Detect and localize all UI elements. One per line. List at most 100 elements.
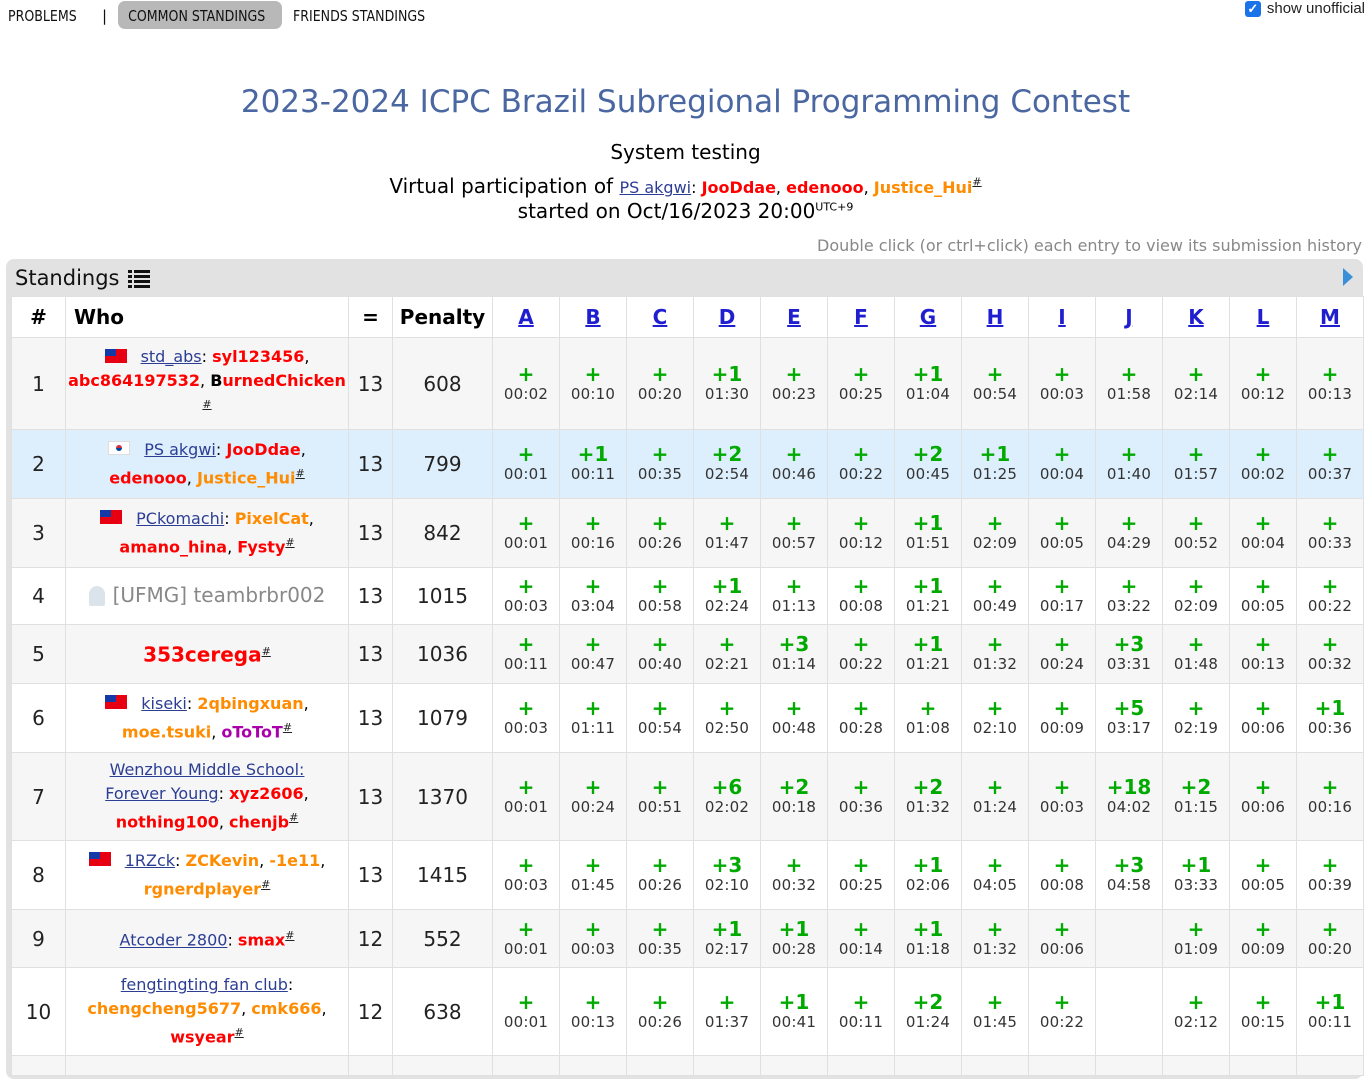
result-cell-m[interactable]: +00:22	[1296, 567, 1364, 625]
problem-link[interactable]: F	[854, 305, 868, 329]
result-cell-a[interactable]: +00:03	[492, 840, 560, 910]
result-cell-b[interactable]: +03:04	[559, 567, 627, 625]
problem-link[interactable]: C	[652, 305, 668, 329]
checkbox-icon[interactable]: ✓	[1244, 0, 1261, 17]
team-name[interactable]: [UFMG] teambrbr002	[112, 583, 326, 607]
table-row[interactable]: 7 Wenzhou Middle School: Forever Young: …	[11, 752, 1364, 841]
problem-link[interactable]: L	[1256, 305, 1270, 329]
result-cell-i[interactable]: +00:09	[1028, 683, 1096, 753]
result-cell-b[interactable]: +1 00:11	[559, 429, 627, 499]
result-cell-a[interactable]: +00:01	[492, 429, 560, 499]
result-cell-l[interactable]: +00:15	[1229, 967, 1297, 1056]
result-cell-g[interactable]: +2 01:24	[894, 967, 962, 1056]
result-cell-c[interactable]: +00:26	[626, 840, 694, 910]
result-cell-j[interactable]: +03:22	[1095, 567, 1163, 625]
result-cell-l[interactable]: +00:12	[1229, 337, 1297, 430]
result-cell-b[interactable]: +00:16	[559, 498, 627, 568]
result-cell-b[interactable]: +00:03	[559, 909, 627, 968]
result-cell-j[interactable]: +3 04:58	[1095, 840, 1163, 910]
result-cell-l[interactable]: +00:06	[1229, 752, 1297, 841]
result-cell-k[interactable]: +1 03:33	[1162, 840, 1230, 910]
result-cell-m[interactable]: +00:33	[1296, 498, 1364, 568]
result-cell-i[interactable]: +00:22	[1028, 967, 1096, 1056]
problem-link[interactable]: G	[919, 305, 937, 329]
result-cell-g[interactable]: +2 01:32	[894, 752, 962, 841]
result-cell-e[interactable]: +00:23	[760, 337, 828, 430]
nav-problems[interactable]: PROBLEMS	[8, 7, 77, 25]
result-cell-a[interactable]: +00:01	[492, 752, 560, 841]
result-cell-h[interactable]: +02:09	[961, 498, 1029, 568]
result-cell-k[interactable]: +02:09	[1162, 567, 1230, 625]
result-cell-i[interactable]: +00:08	[1028, 840, 1096, 910]
result-cell-e[interactable]: +00:46	[760, 429, 828, 499]
team-link[interactable]: Wenzhou Middle School:	[109, 760, 305, 780]
result-cell-m[interactable]: +00:37	[1296, 429, 1364, 499]
result-cell-b[interactable]: +00:47	[559, 624, 627, 684]
result-cell-g[interactable]: +1 01:21	[894, 567, 962, 625]
team-link[interactable]: kiseki	[141, 693, 187, 713]
nav-common-standings[interactable]: COMMON STANDINGS	[118, 1, 282, 29]
hash-link[interactable]: #	[234, 1026, 244, 1040]
result-cell-d[interactable]: +01:37	[693, 967, 761, 1056]
problem-link[interactable]: I	[1058, 305, 1066, 329]
result-cell-m[interactable]: +00:16	[1296, 752, 1364, 841]
result-cell-f[interactable]: +00:25	[827, 337, 895, 430]
result-cell-g[interactable]: +2 00:45	[894, 429, 962, 499]
result-cell-j[interactable]	[1095, 909, 1163, 968]
result-cell-i[interactable]: +00:05	[1028, 498, 1096, 568]
result-cell-c[interactable]: +00:51	[626, 752, 694, 841]
hash-link[interactable]: #	[295, 466, 305, 480]
result-cell-i[interactable]: +00:04	[1028, 429, 1096, 499]
hash-link[interactable]: #	[261, 644, 271, 658]
result-cell-h[interactable]: +1 01:25	[961, 429, 1029, 499]
result-cell-h[interactable]: +01:32	[961, 624, 1029, 684]
team-link[interactable]: PS akgwi	[144, 439, 216, 459]
result-cell-a[interactable]: +00:03	[492, 683, 560, 753]
table-row[interactable]: 1 std_abs: syl123456, abc864197532, Burn…	[11, 337, 1364, 430]
result-cell-m[interactable]: +1 00:11	[1296, 967, 1364, 1056]
result-cell-l[interactable]: +00:09	[1229, 909, 1297, 968]
result-cell-h[interactable]: +00:54	[961, 337, 1029, 430]
result-cell-d[interactable]: +02:50	[693, 683, 761, 753]
result-cell-e[interactable]: +1 00:41	[760, 967, 828, 1056]
result-cell-d[interactable]: +01:47	[693, 498, 761, 568]
result-cell-k[interactable]: +02:14	[1162, 337, 1230, 430]
list-icon[interactable]	[127, 269, 150, 288]
result-cell-e[interactable]: +00:57	[760, 498, 828, 568]
result-cell-d[interactable]: +3 02:10	[693, 840, 761, 910]
result-cell-k[interactable]: +01:57	[1162, 429, 1230, 499]
result-cell-k[interactable]: +2 01:15	[1162, 752, 1230, 841]
result-cell-f[interactable]: +00:08	[827, 567, 895, 625]
result-cell-a[interactable]: +00:01	[492, 498, 560, 568]
result-cell-k[interactable]: +02:12	[1162, 967, 1230, 1056]
result-cell-c[interactable]: +00:58	[626, 567, 694, 625]
result-cell-f[interactable]: +00:12	[827, 498, 895, 568]
problem-link[interactable]: B	[585, 305, 601, 329]
result-cell-l[interactable]: +00:13	[1229, 624, 1297, 684]
result-cell-h[interactable]: +01:32	[961, 909, 1029, 968]
result-cell-j[interactable]: +01:58	[1095, 337, 1163, 430]
result-cell-g[interactable]: +1 01:51	[894, 498, 962, 568]
result-cell-b[interactable]: +01:45	[559, 840, 627, 910]
result-cell-d[interactable]: +02:21	[693, 624, 761, 684]
problem-link[interactable]: M	[1320, 305, 1340, 329]
hash-link[interactable]: #	[285, 929, 295, 943]
result-cell-h[interactable]: +04:05	[961, 840, 1029, 910]
result-cell-b[interactable]: +00:24	[559, 752, 627, 841]
team-link[interactable]: fengtingting fan club	[120, 975, 288, 995]
result-cell-a[interactable]: +00:03	[492, 567, 560, 625]
result-cell-c[interactable]: +00:26	[626, 498, 694, 568]
result-cell-f[interactable]: +00:28	[827, 683, 895, 753]
result-cell-h[interactable]: +01:24	[961, 752, 1029, 841]
result-cell-e[interactable]: +3 01:14	[760, 624, 828, 684]
result-cell-c[interactable]: +00:35	[626, 429, 694, 499]
result-cell-b[interactable]: +00:10	[559, 337, 627, 430]
table-row[interactable]: 3 PCkomachi: PixelCat, amano_hina, Fysty…	[11, 498, 1364, 568]
table-row[interactable]: 2 PS akgwi: JooDdae, edenooo, Justice_Hu…	[11, 429, 1364, 499]
result-cell-f[interactable]: +00:22	[827, 429, 895, 499]
result-cell-d[interactable]: +1 02:17	[693, 909, 761, 968]
table-row[interactable]: 5 353cerega# 13 1036 +00:11 +00:47 +00:40 +…	[11, 624, 1364, 684]
result-cell-b[interactable]: +01:11	[559, 683, 627, 753]
result-cell-j[interactable]: +01:40	[1095, 429, 1163, 499]
table-row[interactable]: 8 1RZck: ZCKevin, -1e11, rgnerdplayer# 1…	[11, 840, 1364, 910]
